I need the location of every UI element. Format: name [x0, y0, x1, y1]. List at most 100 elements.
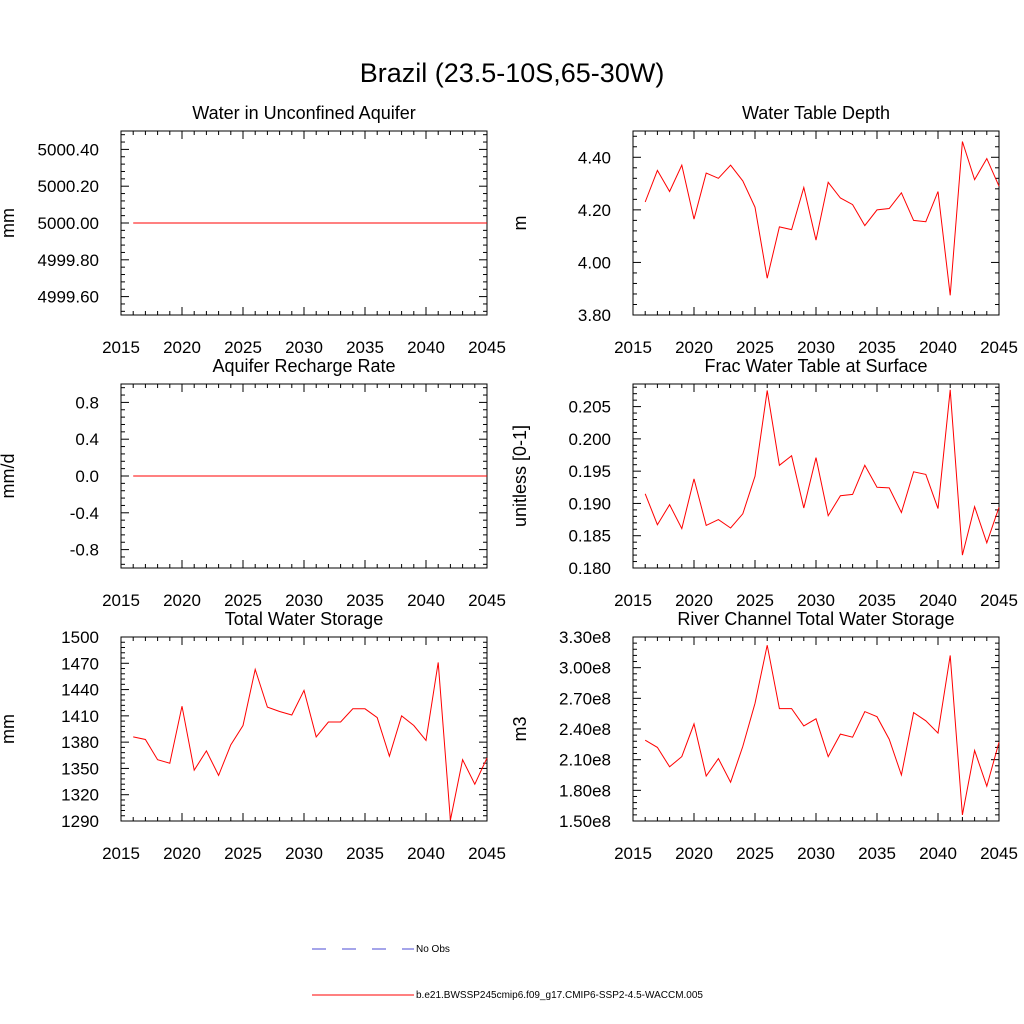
x-tick-label: 2025 [224, 338, 262, 357]
chart-panel-2: Water Table Depth 2015 2020 2025 2030 2035 204… [510, 103, 1018, 357]
plot-frame [632, 130, 1000, 316]
x-tick-label: 2020 [675, 338, 713, 357]
y-axis-label: mm/d [0, 454, 18, 499]
y-tick-label: 4.40 [578, 148, 611, 167]
y-tick-label: 0.200 [568, 430, 611, 449]
x-tick-label: 2030 [285, 338, 323, 357]
x-tick-label: 2015 [102, 591, 140, 610]
y-tick-label: 0.4 [75, 430, 99, 449]
x-tick-label: 2020 [163, 338, 201, 357]
chart-panel-3: Aquifer Recharge Rate 2015 2020 2025 2030 203… [0, 356, 506, 610]
y-tick-label: 1350 [61, 759, 99, 778]
x-tick-label: 2045 [468, 591, 506, 610]
y-tick-label: 1380 [61, 733, 99, 752]
y-tick-label: 0.185 [568, 527, 611, 546]
x-tick-label: 2020 [163, 591, 201, 610]
x-tick-label: 2025 [736, 844, 774, 863]
y-axis-label: m3 [510, 716, 530, 741]
y-axis-label: mm [0, 208, 18, 238]
x-tick-label: 2035 [346, 338, 384, 357]
x-tick-label: 2040 [407, 338, 445, 357]
panel-title: Aquifer Recharge Rate [212, 356, 395, 376]
y-axis-label: m [510, 216, 530, 231]
x-tick-label: 2030 [285, 591, 323, 610]
chart-panel-5: Total Water Storage 2015 2020 2025 2030 2035 2… [0, 609, 506, 863]
panel-title: Water Table Depth [742, 103, 890, 123]
x-tick-label: 2015 [614, 844, 652, 863]
x-tick-label: 2015 [614, 338, 652, 357]
x-tick-label: 2015 [102, 338, 140, 357]
x-tick-label: 2035 [346, 844, 384, 863]
y-tick-label: 0.8 [75, 393, 99, 412]
x-tick-label: 2030 [797, 844, 835, 863]
legend-label-model-run: b.e21.BWSSP245cmip6.f09_g17.CMIP6-SSP2-4… [416, 990, 703, 1001]
legend-label-no-obs: No Obs [416, 944, 450, 955]
x-tick-label: 2025 [224, 844, 262, 863]
x-tick-label: 2030 [797, 591, 835, 610]
chart-panel-6: River Channel Total Water Storage 2015 202… [510, 609, 1018, 863]
x-tick-label: 2035 [858, 591, 896, 610]
x-tick-label: 2020 [675, 844, 713, 863]
y-tick-label: 1290 [61, 812, 99, 831]
y-tick-label: 2.70e8 [559, 689, 611, 708]
x-tick-label: 2045 [980, 844, 1018, 863]
plot-frame [120, 636, 488, 822]
x-tick-label: 2030 [797, 338, 835, 357]
x-tick-label: 2045 [980, 338, 1018, 357]
series-line [644, 389, 1000, 556]
y-tick-label: 4.20 [578, 201, 611, 220]
y-tick-label: 0.180 [568, 559, 611, 578]
x-tick-label: 2030 [285, 844, 323, 863]
y-tick-label: 1470 [61, 654, 99, 673]
plot-frame [632, 383, 1000, 569]
y-tick-label: 4999.80 [38, 251, 99, 270]
y-tick-label: 2.40e8 [559, 720, 611, 739]
chart-panel-1: Water in Unconfined Aquifer 2015 2020 2025 2… [0, 103, 506, 357]
x-tick-label: 2025 [736, 591, 774, 610]
y-tick-label: 5000.00 [38, 214, 99, 233]
x-tick-label: 2040 [919, 591, 957, 610]
x-tick-label: 2025 [224, 591, 262, 610]
x-tick-label: 2020 [163, 844, 201, 863]
panel-title: Frac Water Table at Surface [704, 356, 927, 376]
x-tick-label: 2040 [407, 844, 445, 863]
y-tick-label: 3.30e8 [559, 628, 611, 647]
x-tick-label: 2040 [919, 338, 957, 357]
y-axis-label: unitless [0-1] [510, 425, 530, 527]
panel-title: Total Water Storage [225, 609, 383, 629]
y-tick-label: 4999.60 [38, 288, 99, 307]
legend: No Obs b.e21.BWSSP245cmip6.f09_g17.CMIP6… [312, 944, 703, 1001]
y-tick-label: 3.80 [578, 306, 611, 325]
y-tick-label: 2.10e8 [559, 751, 611, 770]
y-tick-label: 4.00 [578, 253, 611, 272]
x-tick-label: 2025 [736, 338, 774, 357]
y-tick-label: -0.4 [70, 504, 99, 523]
x-tick-label: 2045 [980, 591, 1018, 610]
y-tick-label: 5000.20 [38, 177, 99, 196]
y-tick-label: -0.8 [70, 541, 99, 560]
x-tick-label: 2045 [468, 844, 506, 863]
x-tick-label: 2045 [468, 338, 506, 357]
chart-panel-4: Frac Water Table at Surface 2015 2020 2025 2… [510, 356, 1018, 610]
x-tick-label: 2040 [407, 591, 445, 610]
y-tick-label: 1440 [61, 681, 99, 700]
x-tick-label: 2015 [614, 591, 652, 610]
y-tick-label: 0.195 [568, 462, 611, 481]
x-tick-label: 2035 [858, 844, 896, 863]
x-tick-label: 2040 [919, 844, 957, 863]
chart-panels: Water in Unconfined Aquifer 2015 2020 2025 2… [0, 103, 1018, 863]
x-tick-label: 2020 [675, 591, 713, 610]
y-tick-label: 1.80e8 [559, 781, 611, 800]
y-tick-label: 1320 [61, 786, 99, 805]
y-axis-label: mm [0, 714, 18, 744]
panel-title: Water in Unconfined Aquifer [192, 103, 415, 123]
y-tick-label: 1500 [61, 628, 99, 647]
series-line [644, 141, 1000, 296]
x-tick-label: 2035 [346, 591, 384, 610]
y-tick-label: 1410 [61, 707, 99, 726]
y-tick-label: 0.0 [75, 467, 99, 486]
panel-title: River Channel Total Water Storage [677, 609, 954, 629]
y-tick-label: 0.190 [568, 494, 611, 513]
y-tick-label: 5000.40 [38, 140, 99, 159]
